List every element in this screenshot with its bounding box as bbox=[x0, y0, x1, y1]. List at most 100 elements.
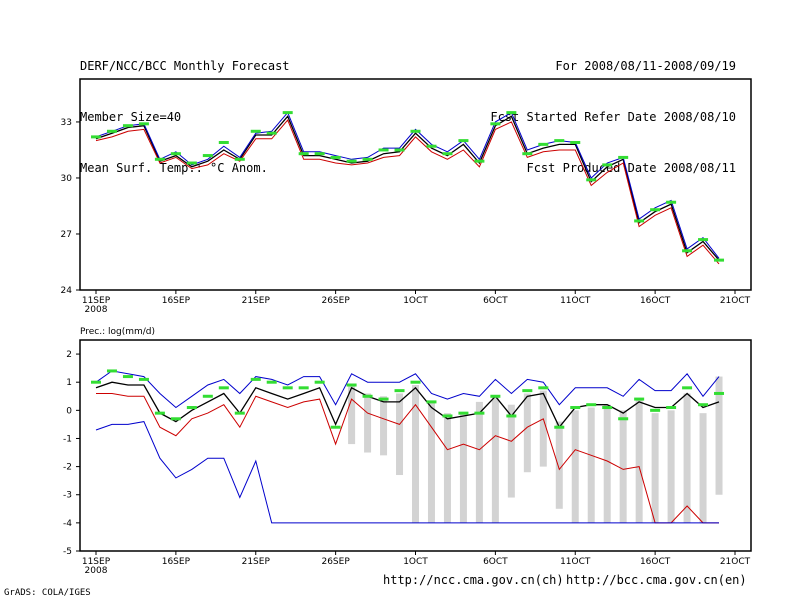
chart1-observed-mark bbox=[650, 208, 661, 212]
chart2-observed-mark bbox=[666, 406, 677, 410]
chart2-spread-bar bbox=[619, 410, 627, 523]
chart2-ytick-label: -3 bbox=[63, 491, 72, 501]
chart1-observed-mark bbox=[154, 157, 165, 161]
chart2-observed-mark bbox=[362, 394, 373, 398]
chart1-observed-mark bbox=[170, 152, 181, 156]
chart1-observed-mark bbox=[554, 139, 565, 143]
chart1-ytick-label: 27 bbox=[61, 230, 72, 240]
chart2-spread-bar bbox=[555, 421, 563, 509]
chart2-ytick-label: -2 bbox=[63, 463, 72, 473]
chart2-observed-mark bbox=[458, 411, 469, 415]
chart1-observed-mark bbox=[682, 249, 693, 253]
chart1-observed-mark bbox=[138, 122, 149, 126]
chart1-xtick-label: 11SEP bbox=[82, 296, 111, 306]
chart2-observed-mark bbox=[170, 417, 181, 421]
chart2-spread-bar bbox=[364, 393, 372, 453]
chart2-spread-bar bbox=[571, 410, 579, 523]
chart2-observed-mark bbox=[330, 425, 341, 429]
chart2-upper-line bbox=[95, 370, 720, 409]
chart1-observed-mark bbox=[714, 258, 725, 262]
chart2-xtick-label: 1OCT bbox=[403, 557, 428, 567]
chart1-observed-mark bbox=[106, 129, 117, 133]
chart2-observed-mark bbox=[138, 377, 149, 381]
chart1-observed-mark bbox=[346, 159, 357, 163]
bcc-url[interactable]: http://bcc.cma.gov.cn(en) bbox=[566, 573, 747, 587]
chart2-xtick-label: 11OCT bbox=[560, 557, 591, 567]
chart1-observed-mark bbox=[490, 122, 501, 126]
chart2-observed-mark bbox=[522, 389, 533, 393]
chart1-xtick-label: 1OCT bbox=[403, 296, 428, 306]
chart2-spread-bar bbox=[459, 413, 467, 523]
chart1-observed-mark bbox=[314, 152, 325, 156]
chart2-observed-mark bbox=[346, 383, 357, 387]
chart1-observed-mark bbox=[442, 152, 453, 156]
chart2-observed-mark bbox=[250, 377, 261, 381]
chart1-xtick-label: 16OCT bbox=[640, 296, 671, 306]
chart1-observed-mark bbox=[378, 148, 389, 152]
chart2-observed-mark bbox=[122, 375, 133, 379]
chart1-observed-mark bbox=[394, 148, 405, 152]
chart2-observed-mark bbox=[586, 403, 597, 407]
chart2-observed-mark bbox=[474, 411, 485, 415]
chart2-spread-bar bbox=[715, 376, 723, 495]
chart1-observed-mark bbox=[218, 140, 229, 144]
chart1-xtick-label: 11OCT bbox=[560, 296, 591, 306]
grads-credit: GrADS: COLA/IGES bbox=[4, 588, 91, 598]
chart2-spread-bar bbox=[491, 396, 499, 523]
chart2-spread-bar bbox=[523, 393, 531, 473]
member-size: Member Size=40 bbox=[80, 110, 182, 124]
chart2-observed-mark bbox=[570, 406, 581, 410]
chart2-observed-mark bbox=[266, 380, 277, 384]
chart2-spread-bar bbox=[396, 393, 404, 476]
chart2-observed-mark bbox=[602, 406, 613, 410]
chart1-frame bbox=[79, 78, 752, 291]
chart2-spread-bar bbox=[475, 401, 483, 523]
chart2-xtick-year: 2008 bbox=[85, 566, 108, 576]
chart1-observed-mark bbox=[634, 219, 645, 223]
chart1-observed-mark bbox=[618, 155, 629, 159]
chart2-spread-bar bbox=[603, 404, 611, 523]
chart2-observed-mark bbox=[714, 391, 725, 395]
chart2-ensemble-mean-line bbox=[95, 381, 720, 429]
chart1-observed-mark bbox=[298, 152, 309, 156]
chart1-xtick-label: 21SEP bbox=[242, 296, 271, 306]
chart2-observed-mark bbox=[554, 425, 565, 429]
chart1-observed-mark bbox=[474, 159, 485, 163]
chart1-observed-mark bbox=[282, 111, 293, 115]
chart2-spread-bar bbox=[507, 404, 515, 498]
chart2-xtick-label: 6OCT bbox=[483, 557, 508, 567]
chart1-observed-mark bbox=[570, 140, 581, 144]
ncc-url[interactable]: http://ncc.cma.gov.cn(ch) bbox=[383, 573, 564, 587]
chart2-observed-mark bbox=[282, 386, 293, 390]
chart1-observed-mark bbox=[122, 124, 133, 128]
chart1-ytick-label: 30 bbox=[61, 174, 73, 184]
chart2-spread-bar bbox=[443, 413, 451, 523]
chart1-observed-mark bbox=[458, 139, 469, 143]
chart2-spread-bar bbox=[427, 401, 435, 523]
chart1-observed-mark bbox=[538, 142, 549, 146]
chart2-ensemble-min-line bbox=[95, 421, 719, 524]
chart2-ytick-label: -5 bbox=[63, 547, 72, 557]
chart2-ytick-label: 0 bbox=[66, 406, 72, 416]
chart1-observed-mark bbox=[506, 111, 517, 115]
chart2-observed-mark bbox=[378, 397, 389, 401]
chart1-ensemble-mean-line bbox=[95, 115, 720, 261]
chart2-observed-mark bbox=[218, 386, 229, 390]
chart1-observed-mark bbox=[91, 135, 101, 139]
chart2-ytick-label: 2 bbox=[66, 350, 72, 360]
chart2-observed-mark bbox=[394, 389, 405, 393]
chart2-observed-mark bbox=[506, 414, 517, 418]
chart1-observed-mark bbox=[330, 155, 341, 159]
chart1-observed-mark bbox=[266, 131, 277, 135]
chart1-observed-mark bbox=[586, 178, 597, 182]
chart1-lower-line bbox=[95, 119, 720, 265]
chart2-xtick-label: 21SEP bbox=[242, 557, 271, 567]
chart2-xtick-label: 16SEP bbox=[162, 557, 191, 567]
chart1-xtick-year: 2008 bbox=[85, 305, 108, 315]
chart2-spread-bar bbox=[587, 407, 595, 523]
chart1-observed-mark bbox=[234, 157, 245, 161]
forecast-period: For 2008/08/11-2008/09/19 bbox=[555, 59, 736, 73]
chart2-observed-mark bbox=[426, 400, 437, 404]
chart1-observed-mark bbox=[602, 163, 613, 167]
